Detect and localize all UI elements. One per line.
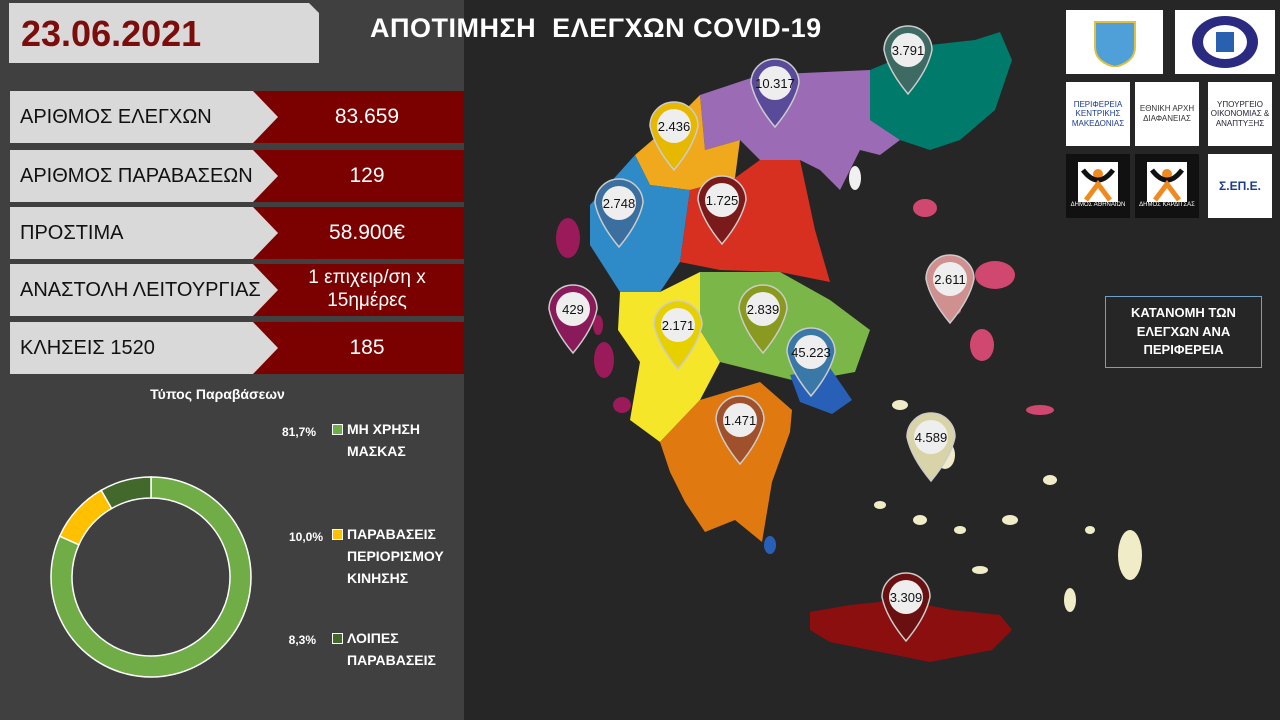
region-pin: 2.748 [594,178,644,249]
region-pin: 1.471 [715,395,765,466]
region-central-macedonia [700,70,900,190]
legend-label: ΠΑΡΑΒΑΣΕΙΣ ΠΕΡΙΟΡΙΣΜΟΥ ΚΙΝΗΣΗΣ [347,526,444,586]
legend-item: ΠΑΡΑΒΑΣΕΙΣ ΠΕΡΙΟΡΙΣΜΟΥ ΚΙΝΗΣΗΣ [332,523,467,589]
pin-value: 3.309 [890,590,923,605]
legend-label: ΜΗ ΧΡΗΣΗ ΜΑΣΚΑΣ [347,421,420,459]
pin-value: 2.436 [658,119,691,134]
region-pin: 2.839 [738,284,788,355]
stat-label: ΑΝΑΣΤΟΛΗ ΛΕΙΤΟΥΡΓΙΑΣ [10,264,278,316]
region-pin: 45.223 [786,327,836,398]
pin-value: 4.589 [915,430,948,445]
stat-row-checks: ΑΡΙΘΜΟΣ ΕΛΕΓΧΩΝ 83.659 [10,91,464,143]
region-pin: 2.436 [649,101,699,172]
stat-row-suspension: ΑΝΑΣΤΟΛΗ ΛΕΙΤΟΥΡΓΙΑΣ 1 επιχειρ/ση x 15ημέ… [10,264,464,316]
region-pin: 3.309 [881,572,931,643]
stat-label: ΑΡΙΘΜΟΣ ΕΛΕΓΧΩΝ [10,91,278,143]
date: 23.06.2021 [21,13,202,54]
stat-label: ΚΛΗΣΕΙΣ 1520 [10,322,278,374]
page-title: ΑΠΟΤΙΜΗΣΗ ΕΛΕΓΧΩΝ COVID-19 [370,13,822,43]
slice-label: 8,3% [288,633,316,647]
pin-value: 2.748 [603,196,636,211]
region-central-greece [700,272,870,382]
stat-value: 58.900€ [250,207,464,259]
pin-value: 3.791 [892,43,925,58]
pin-value: 2.839 [747,302,780,317]
coast-guard-shield-icon [1093,21,1136,67]
logo-hellenic-police [1175,10,1275,74]
pin-value: 1.471 [724,413,757,428]
stat-row-fines: ΠΡΟΣΤΙΜΑ 58.900€ [10,207,464,259]
region-north-aegean [913,199,1054,415]
stat-value: 1 επιχειρ/ση x 15ημέρες [250,264,464,316]
chart-title: Τύπος Παραβάσεων [150,386,285,402]
pin-value: 429 [562,302,584,317]
stat-row-violations: ΑΡΙΘΜΟΣ ΠΑΡΑΒΑΣΕΩΝ 129 [10,150,464,202]
island-athos [849,166,861,190]
region-pin: 429 [548,284,598,355]
pin-value: 2.611 [934,272,966,287]
region-pin: 2.171 [653,300,703,371]
map-caption: ΚΑΤΑΝΟΜΗ ΤΩΝ ΕΛΕΓΧΩΝ ΑΝΑ ΠΕΡΙΦΕΡΕΙΑ [1105,296,1262,368]
logo-athens-municipal-police: ΔΗΜΟΣ ΑΘΗΝΑΙΩΝ [1066,154,1130,218]
stat-value: 129 [250,150,464,202]
slice-label: 10,0% [288,530,323,544]
logo-coast-guard [1066,10,1163,74]
pin-value: 45.223 [791,345,831,360]
region-pin: 4.589 [906,412,956,483]
pin-value: 10.317 [755,76,795,91]
legend-item: ΜΗ ΧΡΗΣΗ ΜΑΣΚΑΣ [332,418,447,462]
logo-transparency: ΕΘΝΙΚΗ ΑΡΧΗ ΔΙΑΦΑΝΕΙΑΣ [1135,82,1199,146]
logo-central-macedonia: ΠΕΡΙΦΕΡΕΙΑ ΚΕΝΤΡΙΚΗΣ ΜΑΚΕΔΟΝΙΑΣ [1066,82,1130,146]
legend-swatch [332,424,343,435]
municipal-police-icon [1147,162,1187,203]
region-ionian-islands [556,218,631,413]
island-attica [764,536,776,554]
legend-swatch [332,529,343,540]
logo-sepe: Σ.ΕΠ.Ε. [1208,154,1272,218]
legend-swatch [332,633,343,644]
region-pin: 3.791 [883,25,933,96]
stat-label: ΠΡΟΣΤΙΜΑ [10,207,278,259]
logo-ministry: ΥΠΟΥΡΓΕΙΟ ΟΙΚΟΝΟΜΙΑΣ & ΑΝΑΠΤΥΞΗΣ [1208,82,1272,146]
stat-value: 83.659 [250,91,464,143]
police-badge-icon [1192,16,1258,68]
stat-row-calls: ΚΛΗΣΕΙΣ 1520 185 [10,322,464,374]
pin-value: 1.725 [706,193,739,208]
region-pin: 2.611 [925,254,975,325]
region-pin: 10.317 [750,58,800,129]
slice-label: 81,7% [281,425,316,439]
date-box: 23.06.2021 [9,3,319,63]
municipal-police-icon [1078,162,1118,203]
stat-label: ΑΡΙΘΜΟΣ ΠΑΡΑΒΑΣΕΩΝ [10,150,278,202]
legend-label: ΛΟΙΠΕΣ ΠΑΡΑΒΑΣΕΙΣ [347,630,436,668]
greece-map: 3.791 10.317 2.436 1.725 2.748 2.611 429 2.839 2… [548,25,1142,662]
logo-karditsa-municipal-police: ΔΗΜΟΣ ΚΑΡΔΙΤΣΑΣ [1135,154,1199,218]
pin-value: 2.171 [662,318,695,333]
stat-value: 185 [250,322,464,374]
legend-item: ΛΟΙΠΕΣ ΠΑΡΑΒΑΣΕΙΣ [332,627,457,671]
region-pin: 1.725 [697,175,747,246]
